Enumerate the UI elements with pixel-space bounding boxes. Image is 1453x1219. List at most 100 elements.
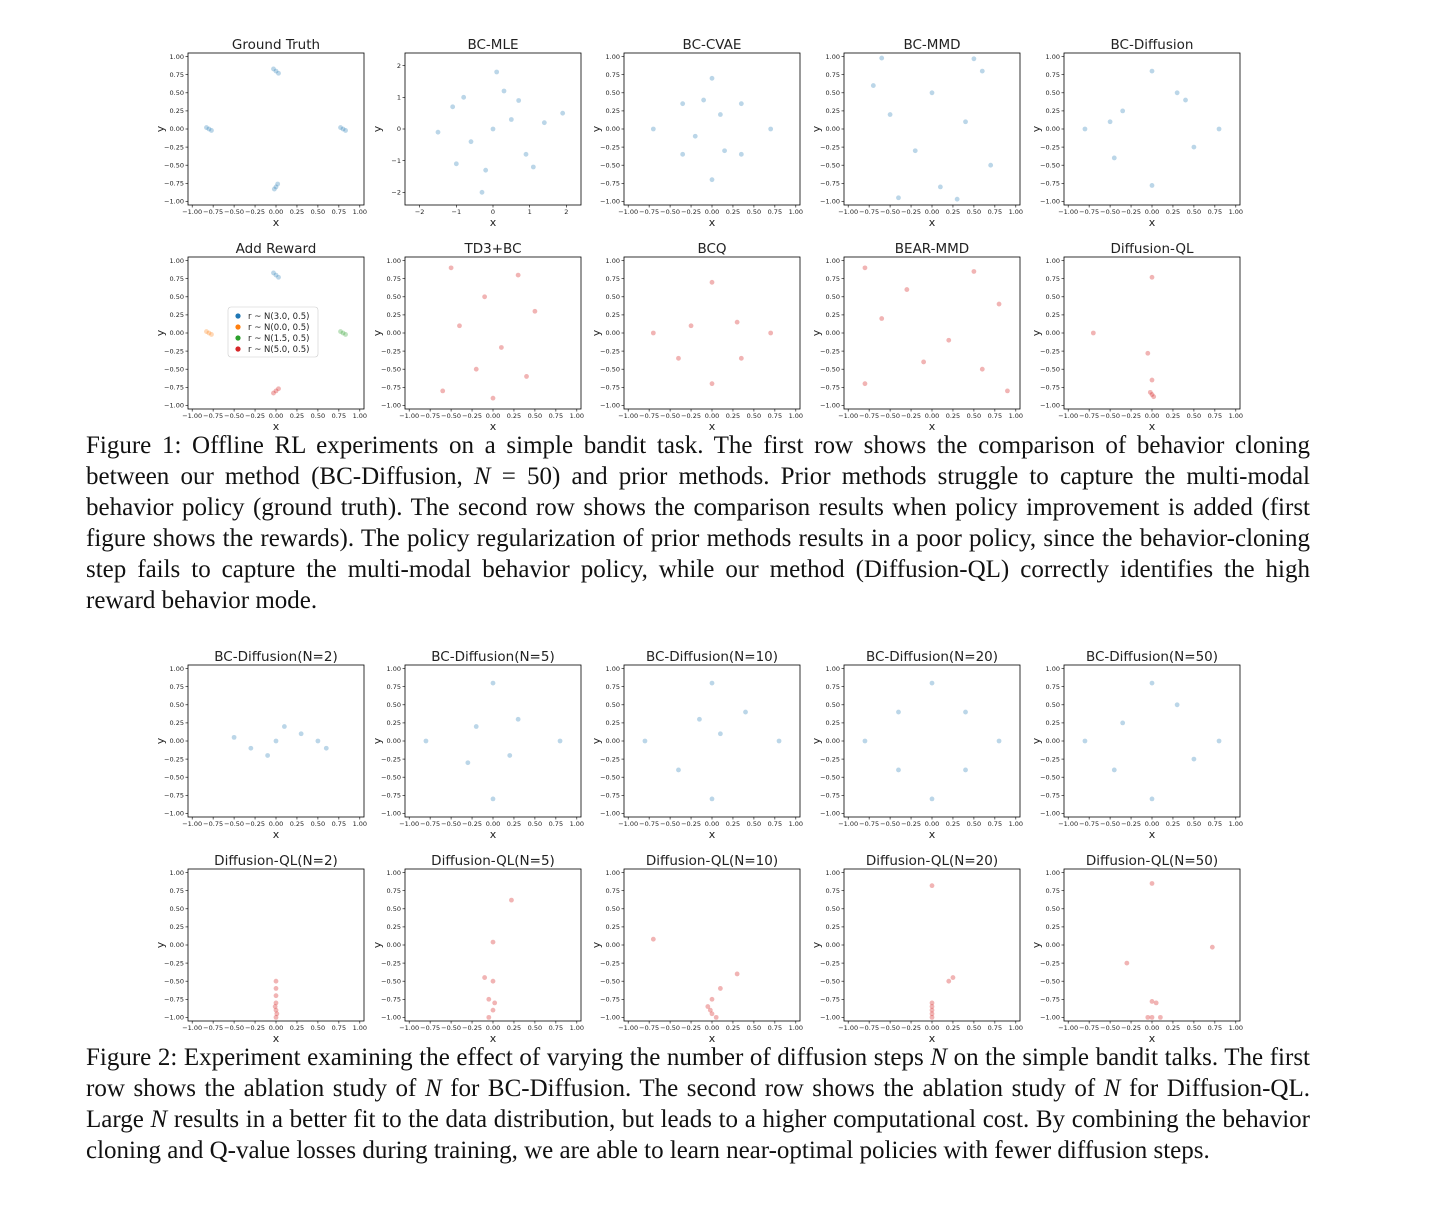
y-axis-label: y (810, 329, 823, 336)
data-point (1149, 796, 1155, 802)
panel-frame (843, 664, 1021, 818)
data-point (709, 996, 715, 1002)
data-point (1149, 392, 1155, 397)
x-tick-label: 0.50 (747, 1024, 761, 1032)
y-tick-label: 0.50 (826, 905, 840, 913)
y-axis-label: y (1030, 737, 1043, 744)
x-tick-label: 0.50 (311, 412, 325, 420)
panel-points (204, 66, 348, 192)
y-tick-label: 0.50 (1046, 701, 1060, 709)
panel-title: TD3+BC (464, 241, 522, 257)
panel-points (423, 680, 563, 802)
data-point (486, 996, 492, 1002)
scatter-panel-7: TD3+BC−1.00 −0.75 −0.50 −0.25 0.00 0.25 0.50 0.… (371, 241, 584, 433)
x-tick-label: −0.25 (1121, 820, 1141, 828)
y-tick-label: −1.00 (820, 198, 840, 206)
x-tick-label: 0.50 (311, 820, 325, 828)
x-tick-label: −1.00 (618, 412, 638, 420)
y-tick-label: −0.25 (1040, 755, 1060, 763)
data-point (1090, 330, 1096, 336)
x-tick-label: 0.25 (1166, 1024, 1180, 1032)
x-tick-label: −0.25 (681, 208, 701, 216)
panel-frame (404, 664, 582, 818)
x-tick-label: 0.75 (768, 208, 782, 216)
x-tick-label: −0.75 (1079, 1024, 1099, 1032)
data-point (963, 767, 968, 773)
y-tick-label: −0.75 (600, 383, 620, 391)
data-point (492, 1000, 498, 1006)
x-tick-label: −0.75 (203, 412, 223, 420)
x-tick-label: −0.25 (901, 208, 921, 216)
data-point (709, 279, 715, 285)
data-point (1120, 720, 1126, 726)
y-axis-label: y (1030, 941, 1043, 948)
scatter-panel-18: Diffusion-QL(N=10)−1.00 −0.75 −0.50 −0.25 0.… (590, 853, 803, 1045)
panel-frame (623, 52, 801, 206)
y-tick-label: 0.75 (1046, 683, 1060, 691)
x-axis-label: x (929, 420, 936, 433)
y-tick-label: −0.25 (164, 755, 184, 763)
y-tick-label: 0.25 (826, 107, 840, 115)
y-tick-label: −0.25 (1040, 959, 1060, 967)
y-tick-label: 0.00 (1046, 125, 1060, 133)
panel-title: Add Reward (236, 241, 317, 257)
data-point (530, 164, 536, 170)
scatter-panel-15: BC-Diffusion(N=50)−1.00 −0.75 −0.50 −0.25 0.… (1030, 649, 1243, 841)
y-tick-label: −0.25 (1040, 143, 1060, 151)
y-tick-label: 0.50 (606, 293, 620, 301)
x-tick-label: 0.50 (747, 208, 761, 216)
x-tick-label: −1.00 (1058, 208, 1078, 216)
data-point (272, 1004, 278, 1009)
x-tick-label: 0.00 (486, 412, 500, 420)
x-axis-label: x (929, 216, 936, 229)
data-point (921, 359, 927, 365)
data-point (507, 753, 513, 758)
x-tick-label: 0.00 (925, 412, 939, 420)
x-tick-label: −0.25 (901, 820, 921, 828)
panel-title: BEAR-MMD (895, 241, 969, 257)
y-tick-label: 0.50 (826, 89, 840, 97)
y-axis-label: y (154, 125, 167, 132)
panel-points (231, 724, 329, 758)
x-tick-label: −0.50 (441, 820, 461, 828)
y-tick-label: −1.00 (164, 402, 184, 410)
y-tick-label: 0.00 (387, 941, 401, 949)
x-tick-label: 1.00 (570, 820, 584, 828)
y-tick-label: 0.50 (606, 905, 620, 913)
data-point (490, 680, 496, 686)
y-axis-label: y (1030, 329, 1043, 336)
x-tick-label: −1.00 (182, 820, 202, 828)
data-point (273, 68, 279, 74)
y-tick-label: −0.50 (600, 773, 620, 781)
y-tick-label: 0.50 (1046, 905, 1060, 913)
data-point (870, 83, 876, 88)
data-point (343, 332, 348, 337)
y-tick-label: 0.25 (1046, 311, 1060, 319)
y-tick-label: −1.00 (1040, 402, 1060, 410)
x-tick-label: 0.00 (486, 820, 500, 828)
y-tick-label: −0.75 (600, 791, 620, 799)
x-tick-label: 0.00 (269, 208, 283, 216)
x-tick-label: 0.50 (1187, 208, 1201, 216)
x-tick-label: −0.25 (1121, 1024, 1141, 1032)
panel-frame (843, 868, 1021, 1022)
y-tick-label: 0.50 (1046, 89, 1060, 97)
data-point (996, 301, 1002, 307)
y-tick-label: −0.75 (164, 995, 184, 1003)
x-tick-label: 0.75 (988, 412, 1002, 420)
y-tick-label: 0.00 (170, 329, 184, 337)
data-point (273, 272, 279, 278)
y-tick-label: −0.50 (820, 977, 840, 985)
x-tick-label: −0.75 (1079, 820, 1099, 828)
data-point (271, 186, 277, 192)
x-tick-label: −0.25 (901, 412, 921, 420)
data-point (273, 993, 279, 999)
y-tick-label: 0.25 (387, 719, 401, 727)
x-tick-label: 0.75 (332, 1024, 346, 1032)
data-point (650, 936, 656, 942)
data-point (862, 265, 868, 271)
y-tick-label: −0.75 (820, 995, 840, 1003)
data-point (453, 161, 459, 167)
y-tick-label: 1.00 (387, 869, 401, 877)
